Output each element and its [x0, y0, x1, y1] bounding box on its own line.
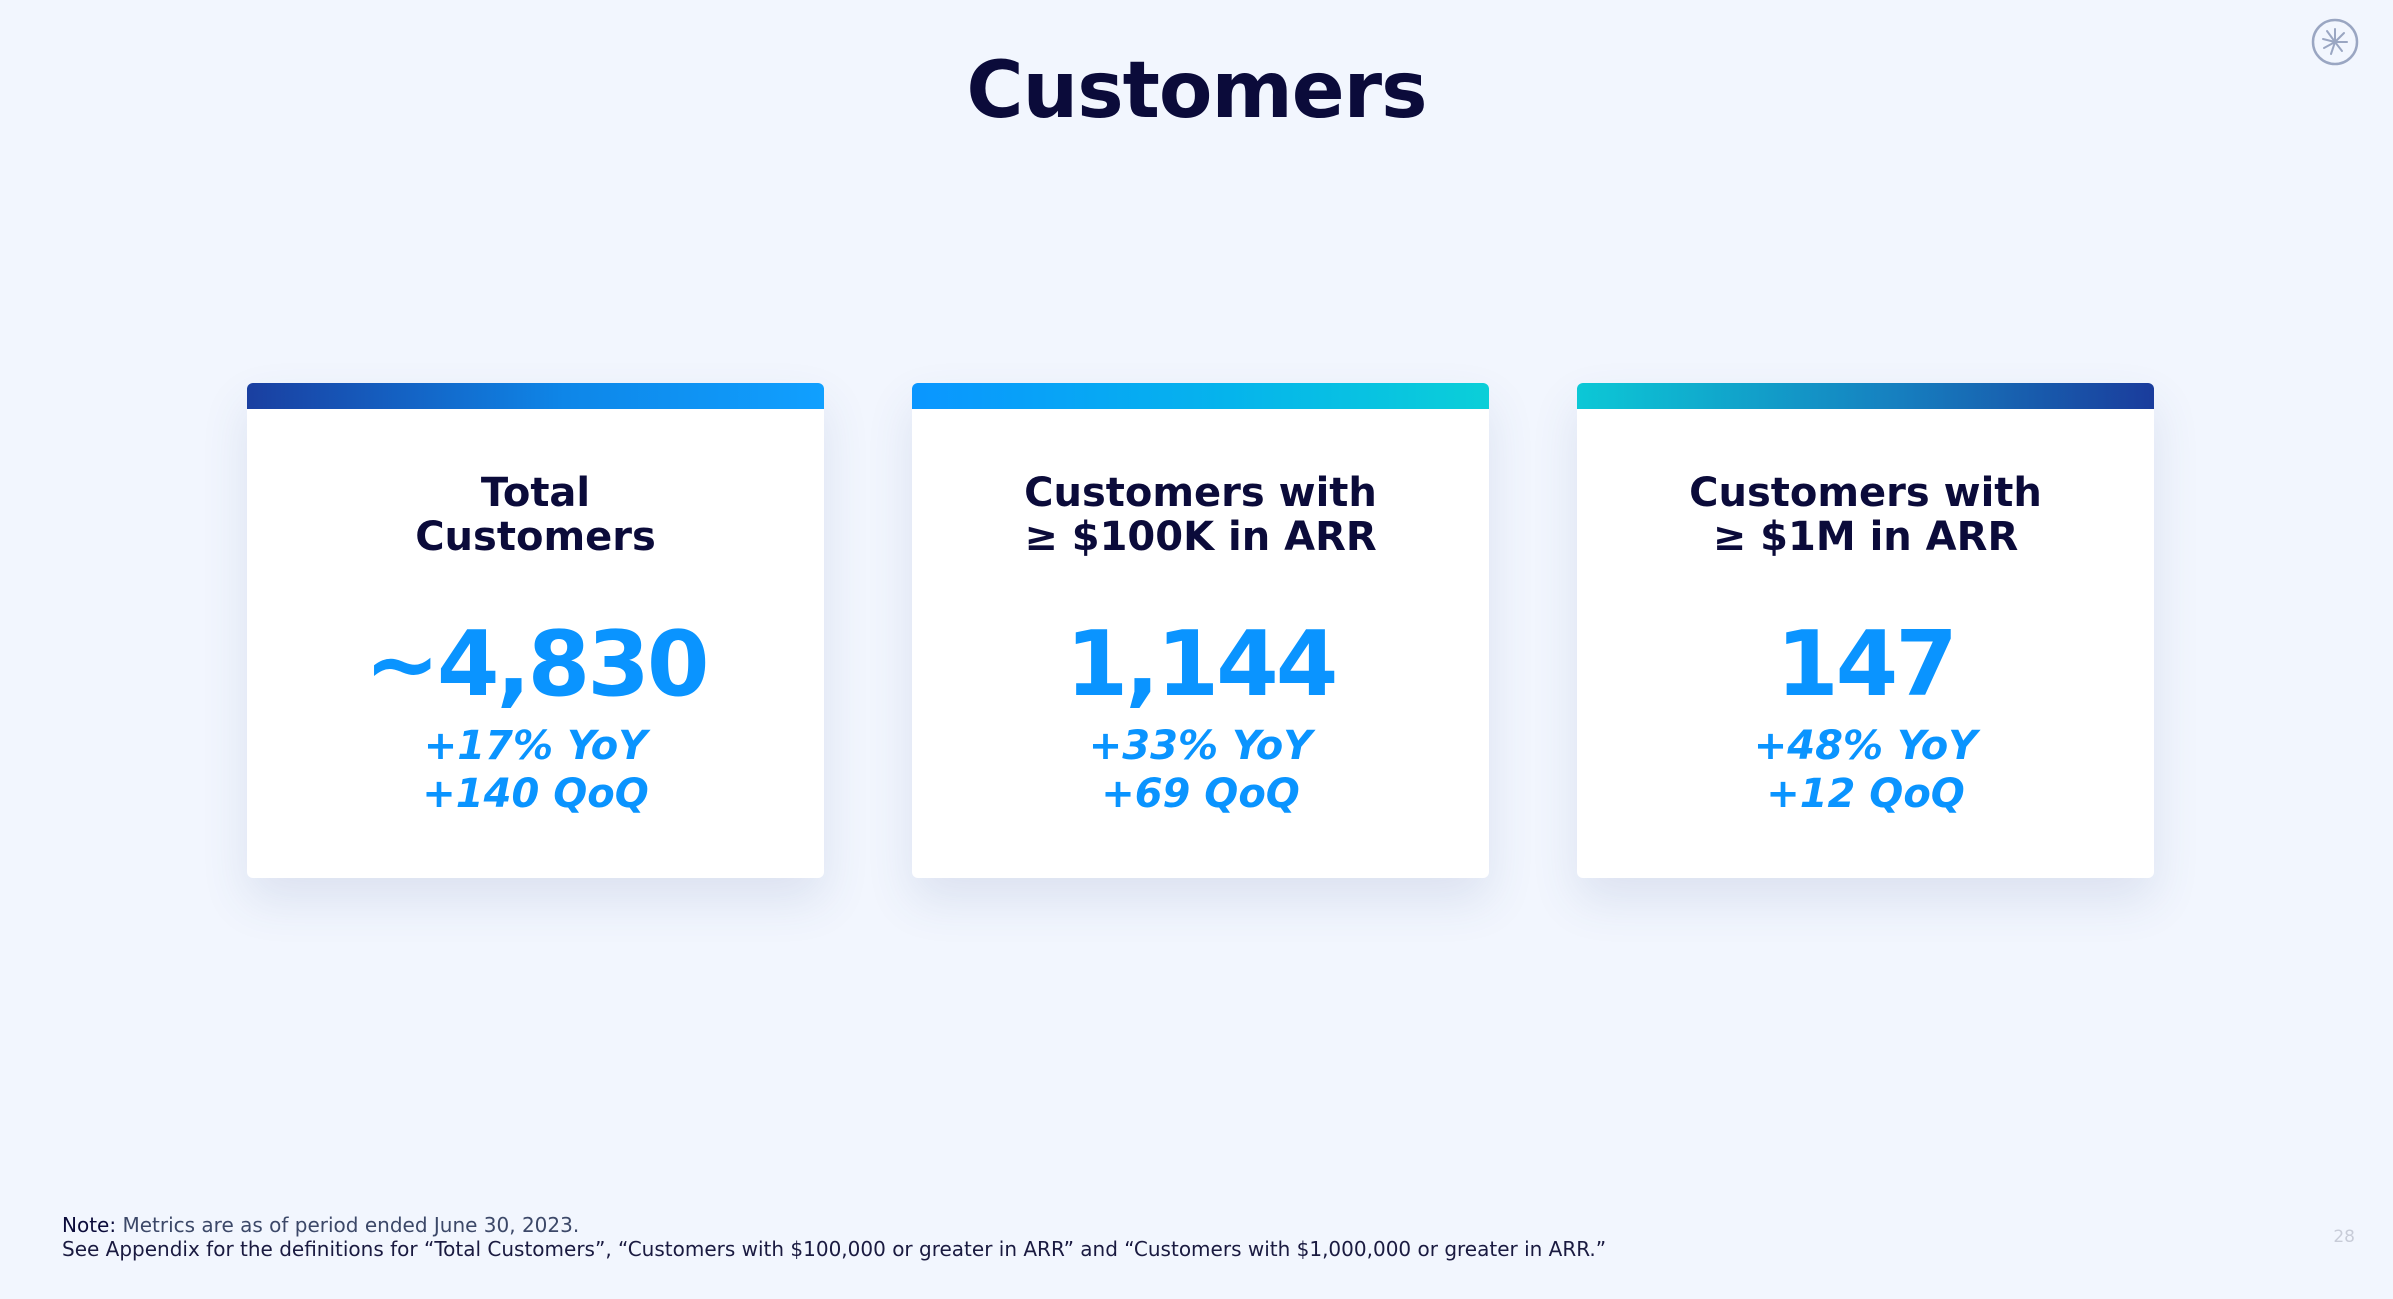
card-accent-bar [1577, 383, 2154, 409]
card-label: Customers with ≥ $1M in ARR [1577, 471, 2154, 559]
footnote-note-line: Note: Metrics are as of period ended Jun… [62, 1213, 1606, 1237]
page-title: Customers [966, 46, 1427, 136]
card-label-line2: Customers [415, 514, 656, 560]
card-customers-1m-arr: Customers with ≥ $1M in ARR 147 +48% YoY… [1577, 383, 2154, 878]
card-yoy-growth: +48% YoY [1753, 723, 1978, 769]
card-label-line2: ≥ $1M in ARR [1712, 514, 2019, 560]
footnote-note-label: Note: [62, 1213, 117, 1237]
card-value: ~4,830 [364, 612, 709, 717]
card-customers-100k-arr: Customers with ≥ $100K in ARR 1,144 +33%… [912, 383, 1489, 878]
starburst-logo-icon [2311, 18, 2359, 66]
card-label-line1: Customers with [1689, 470, 2042, 516]
card-label: Total Customers [247, 471, 824, 559]
card-qoq-growth: +69 QoQ [1101, 771, 1300, 817]
card-qoq-growth: +12 QoQ [1766, 771, 1965, 817]
card-value: 147 [1776, 612, 1958, 717]
card-label-line2: ≥ $100K in ARR [1024, 514, 1377, 560]
card-label: Customers with ≥ $100K in ARR [912, 471, 1489, 559]
footnote-note-text: Metrics are as of period ended June 30, … [122, 1213, 580, 1237]
metric-cards: Total Customers ~4,830 +17% YoY +140 QoQ… [247, 383, 2154, 878]
card-accent-bar [247, 383, 824, 409]
card-yoy-growth: +17% YoY [423, 723, 648, 769]
card-accent-bar [912, 383, 1489, 409]
page-number: 28 [2333, 1227, 2355, 1247]
footnote: Note: Metrics are as of period ended Jun… [62, 1213, 1606, 1261]
card-qoq-growth: +140 QoQ [422, 771, 649, 817]
card-label-line1: Customers with [1024, 470, 1377, 516]
card-yoy-growth: +33% YoY [1088, 723, 1313, 769]
footnote-definitions: See Appendix for the definitions for “To… [62, 1237, 1607, 1261]
card-label-line1: Total [480, 470, 591, 516]
card-value: 1,144 [1065, 612, 1339, 717]
card-total-customers: Total Customers ~4,830 +17% YoY +140 QoQ [247, 383, 824, 878]
